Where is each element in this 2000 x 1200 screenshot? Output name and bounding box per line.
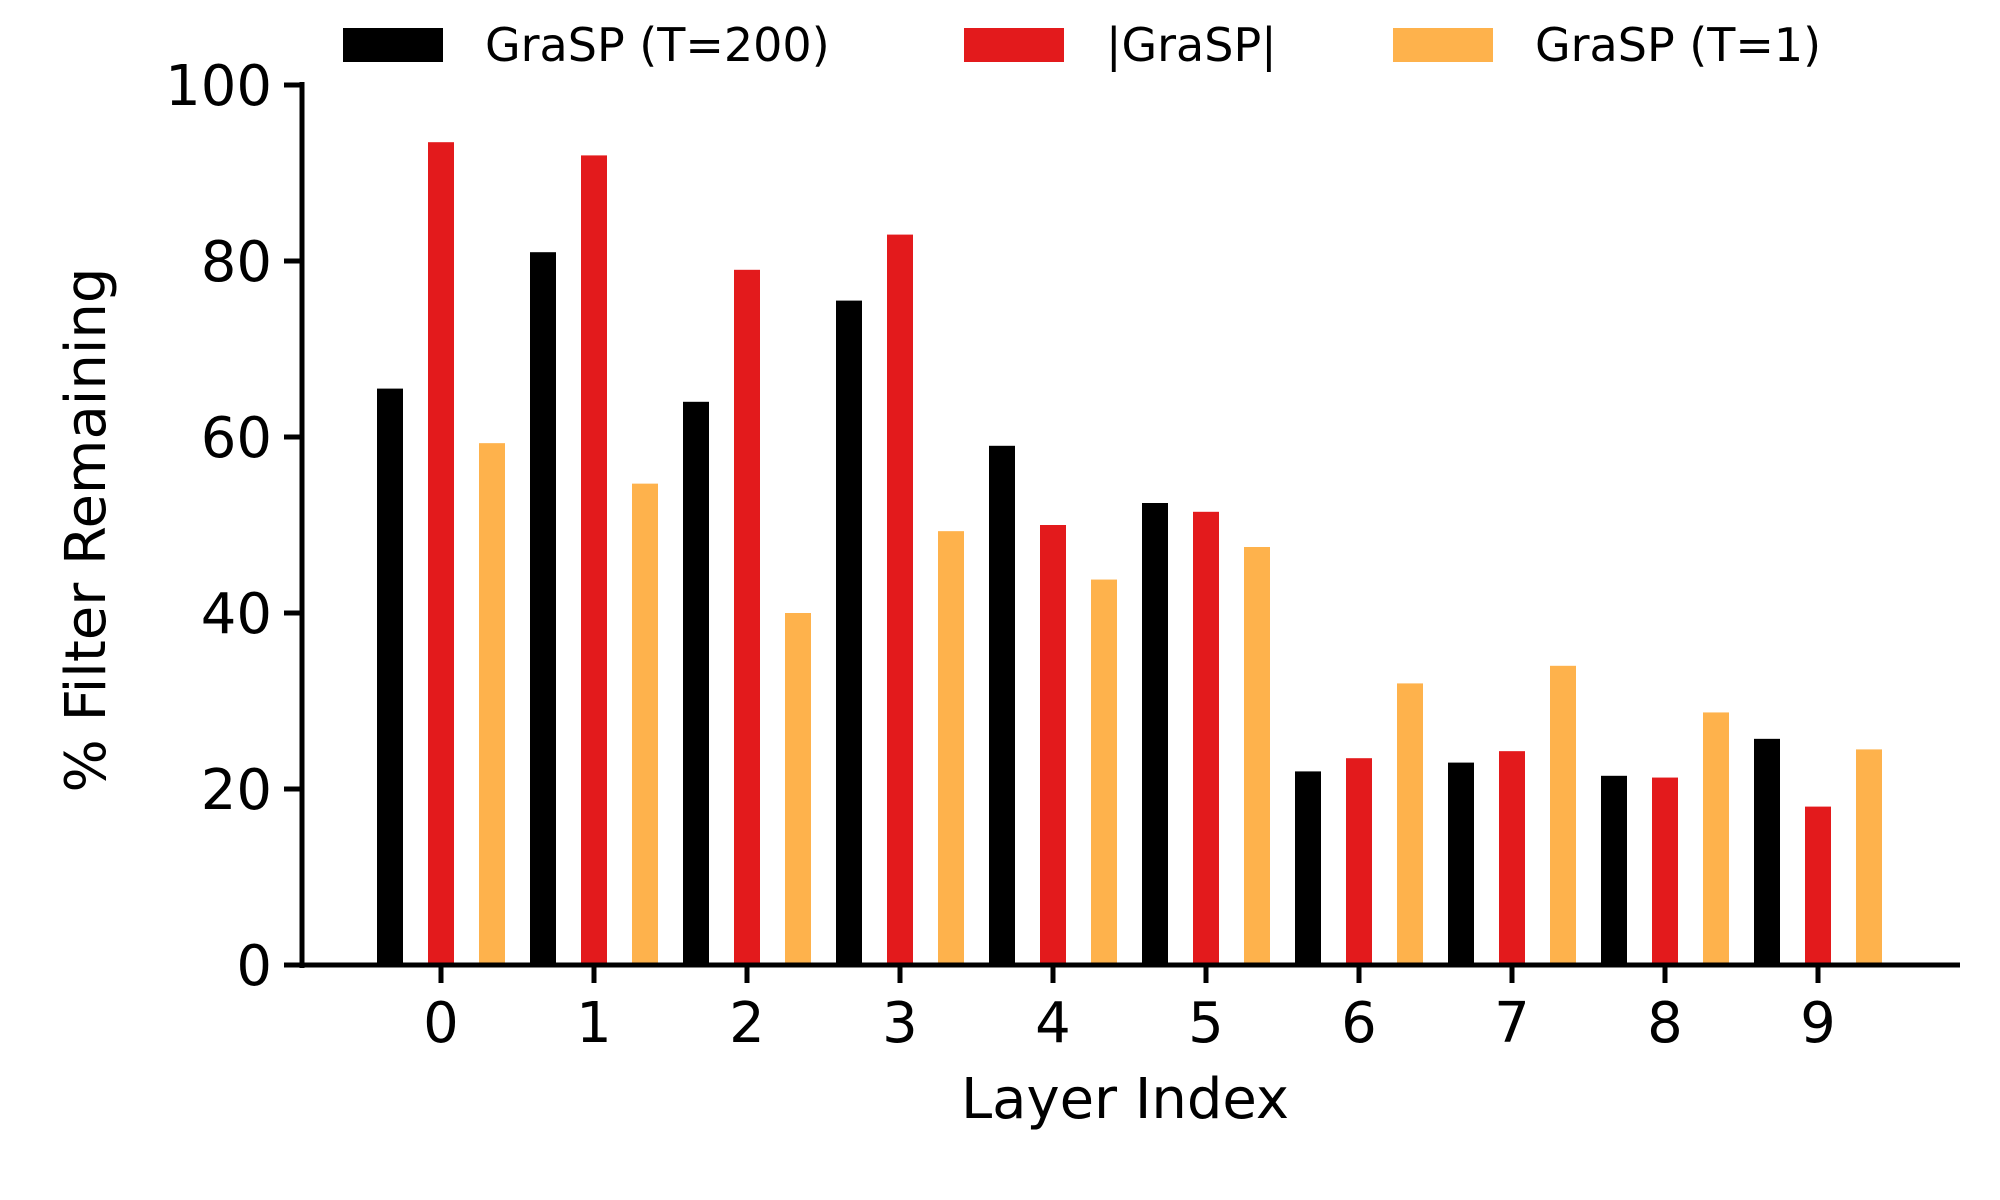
bar-series1-layer-0 (428, 142, 454, 965)
bar-series0-layer-7 (1448, 762, 1474, 965)
y-tick-label: 60 (201, 406, 272, 471)
bar-series1-layer-6 (1346, 758, 1372, 965)
x-tick-label: 7 (1494, 991, 1530, 1056)
bar-series1-layer-3 (887, 234, 913, 966)
y-tick-label: 20 (201, 758, 272, 823)
bar-series2-layer-3 (938, 531, 964, 965)
y-axis: 0 20 40 60 80 100 (165, 54, 305, 999)
x-tick-label: 9 (1800, 991, 1836, 1056)
bar-series2-layer-9 (1856, 749, 1882, 965)
bar-series1-layer-2 (734, 269, 760, 965)
bar-series2-layer-1 (632, 483, 658, 965)
bar-series1-layer-8 (1652, 777, 1678, 965)
bar-series2-layer-0 (479, 443, 505, 965)
x-tick-label: 4 (1035, 991, 1071, 1056)
bar-series1-layer-7 (1499, 751, 1525, 965)
bar-series1-layer-1 (581, 155, 607, 965)
bar-series1-layer-9 (1805, 806, 1831, 965)
legend-label: GraSP (T=1) (1535, 18, 1821, 72)
bar-series0-layer-1 (530, 252, 556, 965)
legend-swatch (1393, 28, 1493, 62)
legend-swatch (343, 28, 443, 62)
x-tick-label: 5 (1188, 991, 1224, 1056)
bar-series2-layer-6 (1397, 683, 1423, 965)
bar-series0-layer-3 (836, 300, 862, 966)
bar-series0-layer-6 (1295, 771, 1321, 965)
x-axis: 0 1 2 3 4 5 6 7 8 9 (299, 962, 1960, 1056)
x-tick-label: 0 (423, 991, 459, 1056)
legend-label: GraSP (T=200) (485, 18, 830, 72)
bar-series0-layer-5 (1142, 503, 1168, 965)
x-tick-label: 8 (1647, 991, 1683, 1056)
y-tick-label: 100 (165, 54, 272, 119)
bar-series2-layer-4 (1091, 579, 1117, 965)
bar-series0-layer-2 (683, 401, 709, 965)
legend: GraSP (T=200) |GraSP| GraSP (T=1) (343, 18, 1821, 73)
bar-series0-layer-4 (989, 445, 1015, 965)
x-axis-title: Layer Index (961, 1067, 1289, 1132)
bar-series2-layer-7 (1550, 665, 1576, 965)
x-tick-label: 2 (729, 991, 765, 1056)
legend-label: |GraSP| (1106, 18, 1277, 73)
bar-series2-layer-5 (1244, 547, 1270, 965)
bar-series2-layer-2 (785, 613, 811, 965)
bar-series0-layer-0 (377, 388, 403, 966)
bar-series0-layer-8 (1601, 775, 1627, 965)
x-tick-label: 6 (1341, 991, 1377, 1056)
x-tick-label: 1 (576, 991, 612, 1056)
y-axis-title: % Filter Remaining (54, 268, 119, 793)
y-tick-label: 40 (201, 582, 272, 647)
bars-group (377, 142, 1882, 966)
bar-series0-layer-9 (1754, 738, 1780, 965)
bar-series1-layer-5 (1193, 511, 1219, 965)
y-tick-label: 80 (201, 230, 272, 295)
x-tick-label: 3 (882, 991, 918, 1056)
legend-swatch (964, 28, 1064, 62)
y-tick-label: 0 (236, 934, 272, 999)
bar-series1-layer-4 (1040, 525, 1066, 965)
bar-series2-layer-8 (1703, 712, 1729, 965)
